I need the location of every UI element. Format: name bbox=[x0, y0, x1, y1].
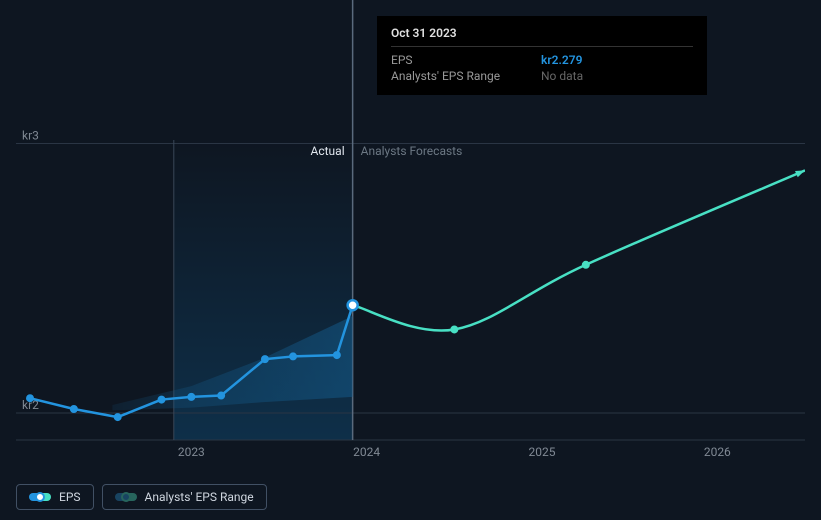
tooltip-value: kr2.279 bbox=[541, 53, 582, 67]
svg-text:Actual: Actual bbox=[311, 144, 345, 158]
legend-label: Analysts' EPS Range bbox=[145, 490, 254, 504]
svg-text:2023: 2023 bbox=[178, 445, 205, 459]
eps-legend[interactable]: EPS bbox=[16, 484, 94, 510]
svg-text:2025: 2025 bbox=[529, 445, 556, 459]
chart-container: kr2kr3ActualAnalysts Forecasts2023202420… bbox=[16, 0, 805, 470]
legend-label: EPS bbox=[59, 490, 81, 504]
range-legend[interactable]: Analysts' EPS Range bbox=[102, 484, 267, 510]
svg-text:Analysts Forecasts: Analysts Forecasts bbox=[361, 144, 463, 158]
svg-text:2024: 2024 bbox=[353, 445, 380, 459]
legend-swatch-icon bbox=[29, 493, 51, 501]
legend-swatch-icon bbox=[115, 493, 137, 501]
tooltip: Oct 31 2023 EPS kr2.279 Analysts' EPS Rang… bbox=[377, 16, 707, 95]
tooltip-row: Analysts' EPS Range No data bbox=[391, 69, 693, 83]
tooltip-label: Analysts' EPS Range bbox=[391, 69, 511, 83]
tooltip-row: EPS kr2.279 bbox=[391, 53, 693, 67]
tooltip-value: No data bbox=[541, 69, 583, 83]
legend: EPS Analysts' EPS Range bbox=[16, 484, 267, 510]
svg-text:2026: 2026 bbox=[704, 445, 731, 459]
tooltip-label: EPS bbox=[391, 53, 511, 67]
tooltip-date: Oct 31 2023 bbox=[391, 26, 693, 47]
svg-text:kr3: kr3 bbox=[22, 128, 39, 142]
